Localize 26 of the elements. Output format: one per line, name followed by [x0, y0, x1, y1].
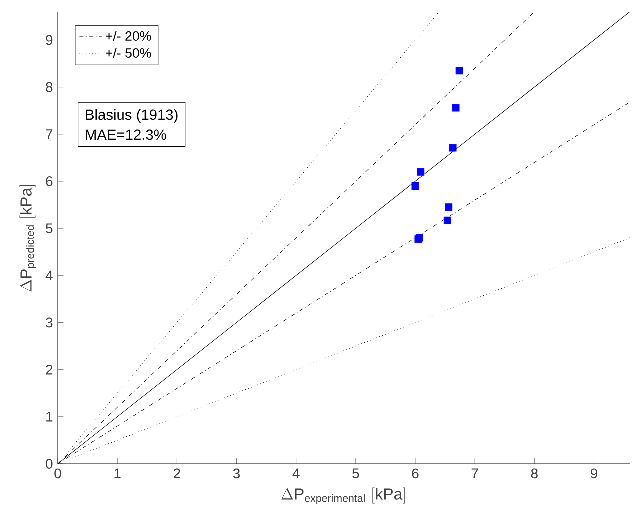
y-tick-label: 1	[46, 412, 53, 422]
y-tick-label: 3	[46, 318, 53, 328]
x-tick-label: 7	[472, 468, 478, 478]
y-tick-label: 4	[46, 270, 53, 280]
y-tick-label: 7	[46, 130, 53, 140]
legend-label: +/- 20%	[106, 31, 152, 41]
y-tick-label: 2	[46, 364, 53, 375]
x-tick-label: 9	[590, 468, 598, 479]
x-tick-label: 4	[292, 468, 300, 478]
y-tick-label: 5	[46, 224, 53, 234]
legend-label: +/- 50%	[106, 48, 152, 58]
x-tick-label: 2	[174, 468, 180, 478]
annotation: Blasius (1913)	[86, 109, 178, 123]
y-tick-label: 6	[46, 176, 53, 186]
x-tick-label: 5	[352, 468, 360, 478]
annotation: MAE=12.3%	[86, 130, 166, 140]
y-axis-title: $\Delta \mathrm{P}_{\mathrm{predicted}}\ \mathrm{[kPa]}$	[20, 185, 36, 292]
x-axis-title: $\Delta \mathrm{P}_{\mathrm{experimental}}\ \mathrm{[kPa]}$	[282, 488, 406, 504]
y-tick-label: 0	[46, 459, 53, 469]
x-tick-label: 1	[114, 468, 121, 478]
x-tick-label: 8	[531, 468, 538, 479]
y-tick-label: 9	[46, 35, 53, 46]
x-tick-label: 6	[412, 468, 419, 479]
x-tick-label: 3	[233, 468, 240, 479]
y-tick-label: 8	[46, 82, 53, 92]
x-tick-label: 0	[54, 468, 62, 479]
